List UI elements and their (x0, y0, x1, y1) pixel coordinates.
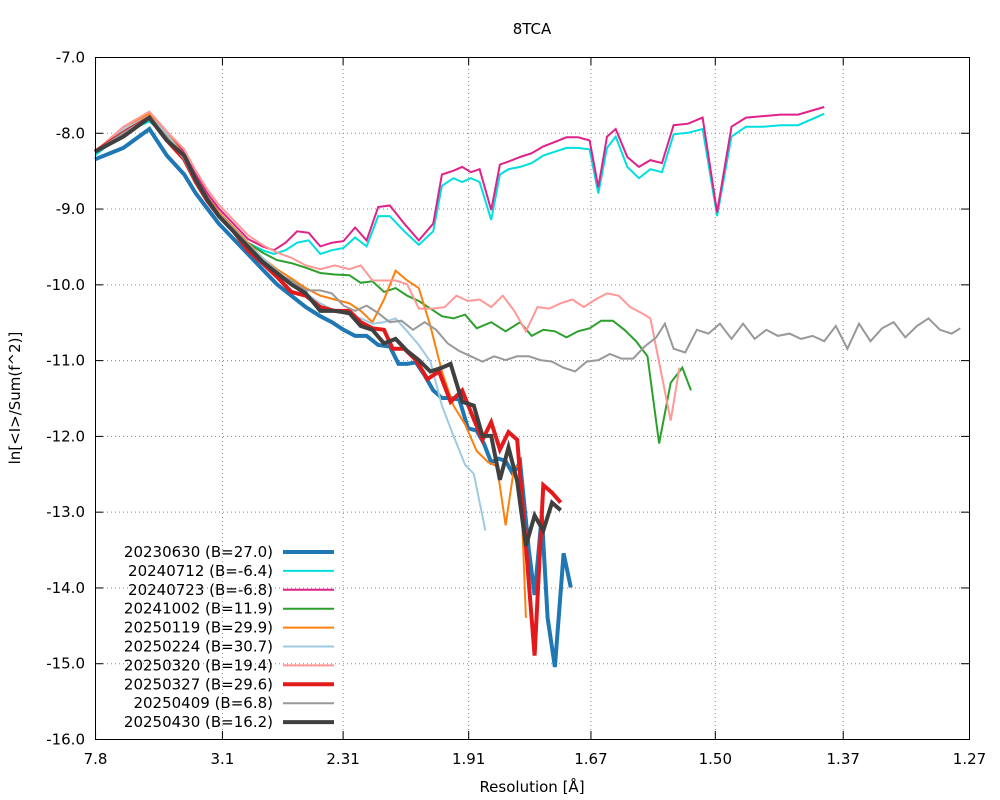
y-tick-label: -10.0 (46, 276, 85, 294)
x-tick-label: 1.37 (827, 750, 860, 768)
y-axis-label: ln[<I>/Sum(f^2)] (6, 332, 24, 465)
y-tick-label: -15.0 (46, 655, 85, 673)
plot-frame (95, 57, 970, 740)
x-tick-label: 1.91 (452, 750, 485, 768)
y-tick-label: -11.0 (46, 352, 85, 370)
legend-label: 20250409 (B=6.8) (133, 694, 273, 712)
series-layer (93, 106, 961, 668)
x-tick-label: 7.8 (84, 750, 108, 768)
y-tick-label: -8.0 (56, 124, 85, 142)
legend-label: 20240723 (B=-6.8) (128, 581, 273, 599)
legend-label: 20250119 (B=29.9) (124, 619, 273, 637)
chart-title: 8TCA (513, 20, 552, 38)
legend-label: 20250327 (B=29.6) (124, 675, 273, 693)
series-line-9 (94, 114, 563, 547)
y-tick-label: -12.0 (46, 427, 85, 445)
legend-label: 20241002 (B=11.9) (124, 600, 273, 618)
series-line-2 (94, 106, 825, 252)
y-tick-label: -9.0 (56, 200, 85, 218)
grid (95, 57, 969, 739)
x-tick-label: 1.67 (574, 750, 607, 768)
legend-label: 20230630 (B=27.0) (124, 543, 273, 561)
x-tick-label: 2.31 (326, 750, 359, 768)
legend-label: 20250224 (B=30.7) (124, 638, 273, 656)
legend: 20230630 (B=27.0) 20240712 (B=-6.4) 2024… (124, 543, 334, 731)
y-tick-label: -16.0 (46, 731, 85, 749)
legend-label: 20250320 (B=19.4) (124, 656, 273, 674)
legend-label: 20250430 (B=16.2) (124, 713, 273, 731)
x-tick-label: 1.50 (699, 750, 732, 768)
x-axis-label: Resolution [Å] (479, 777, 584, 796)
x-tick-label: 1.27 (953, 750, 986, 768)
y-tick-label: -13.0 (46, 503, 85, 521)
y-tick-label: -14.0 (46, 579, 85, 597)
y-tick-label: -7.0 (56, 49, 85, 67)
series-line-6 (94, 110, 681, 421)
legend-label: 20240712 (B=-6.4) (128, 562, 273, 580)
x-tick-label: 3.1 (210, 750, 234, 768)
ticks: -7.0 -8.0 -9.0 -10.0 -11.0 -12.0 -13.0 -14.0 -15… (46, 49, 986, 769)
